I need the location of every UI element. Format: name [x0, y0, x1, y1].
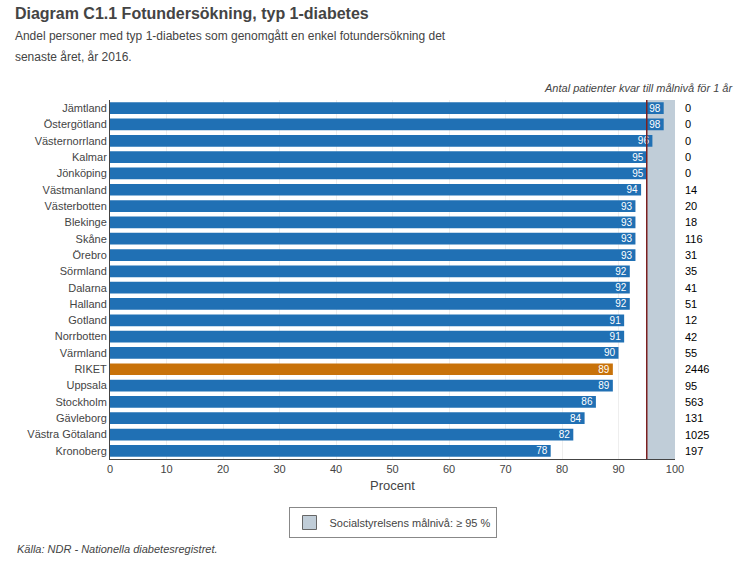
- svg-text:RIKET: RIKET: [74, 363, 107, 375]
- svg-text:86: 86: [581, 396, 593, 407]
- svg-text:Västerbotten: Västerbotten: [44, 200, 106, 212]
- svg-text:90: 90: [604, 347, 616, 358]
- svg-text:40: 40: [330, 463, 342, 475]
- svg-text:Kronoberg: Kronoberg: [55, 445, 106, 457]
- svg-text:92: 92: [615, 282, 627, 293]
- svg-text:Dalarna: Dalarna: [68, 282, 107, 294]
- svg-text:92: 92: [615, 298, 627, 309]
- svg-text:Procent: Procent: [370, 478, 415, 493]
- svg-text:93: 93: [621, 217, 633, 228]
- svg-text:Blekinge: Blekinge: [65, 216, 107, 228]
- svg-text:35: 35: [685, 265, 697, 277]
- svg-text:Sörmland: Sörmland: [60, 265, 107, 277]
- svg-text:Jämtland: Jämtland: [62, 102, 107, 114]
- svg-text:93: 93: [621, 250, 633, 261]
- svg-text:Stockholm: Stockholm: [55, 396, 106, 408]
- svg-text:98: 98: [649, 103, 661, 114]
- svg-text:116: 116: [685, 233, 703, 245]
- svg-text:Gotland: Gotland: [68, 314, 107, 326]
- svg-text:12: 12: [685, 314, 697, 326]
- svg-text:Östergötland: Östergötland: [44, 118, 107, 130]
- svg-text:98: 98: [649, 119, 661, 130]
- svg-text:95: 95: [685, 380, 697, 392]
- svg-text:563: 563: [685, 396, 703, 408]
- svg-text:91: 91: [610, 331, 622, 342]
- svg-text:60: 60: [443, 463, 455, 475]
- svg-text:82: 82: [559, 429, 571, 440]
- svg-text:0: 0: [685, 102, 691, 114]
- svg-text:Västra Götaland: Västra Götaland: [27, 428, 107, 440]
- svg-text:20: 20: [217, 463, 229, 475]
- svg-text:18: 18: [685, 216, 697, 228]
- svg-text:1025: 1025: [685, 429, 709, 441]
- svg-text:0: 0: [107, 463, 113, 475]
- svg-text:0: 0: [685, 135, 691, 147]
- svg-text:Socialstyrelsens målnivå: ≥ 95: Socialstyrelsens målnivå: ≥ 95 %: [330, 517, 491, 529]
- svg-text:131: 131: [685, 412, 703, 424]
- svg-text:197: 197: [685, 445, 703, 457]
- svg-text:10: 10: [160, 463, 172, 475]
- svg-text:Skåne: Skåne: [76, 233, 107, 245]
- svg-text:0: 0: [685, 167, 691, 179]
- svg-text:Källa: NDR - Nationella diabet: Källa: NDR - Nationella diabetesregistre…: [17, 543, 218, 555]
- svg-text:14: 14: [685, 184, 697, 196]
- svg-text:51: 51: [685, 298, 697, 310]
- svg-text:89: 89: [598, 380, 610, 391]
- svg-text:Örebro: Örebro: [73, 249, 107, 261]
- svg-text:0: 0: [685, 151, 691, 163]
- svg-text:20: 20: [685, 200, 697, 212]
- svg-text:Diagram C1.1 Fotundersökning,: Diagram C1.1 Fotundersökning, typ 1-diab…: [15, 5, 446, 64]
- svg-text:89: 89: [598, 364, 610, 375]
- svg-text:41: 41: [685, 282, 697, 294]
- svg-text:Halland: Halland: [69, 298, 106, 310]
- svg-text:Västmanland: Västmanland: [43, 184, 107, 196]
- svg-text:100: 100: [666, 463, 684, 475]
- svg-text:96: 96: [638, 135, 650, 146]
- svg-text:Gävleborg: Gävleborg: [56, 412, 107, 424]
- svg-text:91: 91: [610, 315, 622, 326]
- svg-text:Västernorrland: Västernorrland: [35, 135, 107, 147]
- svg-text:94: 94: [627, 184, 639, 195]
- svg-text:84: 84: [570, 413, 582, 424]
- svg-text:95: 95: [632, 168, 644, 179]
- svg-text:92: 92: [615, 266, 627, 277]
- svg-text:70: 70: [499, 463, 511, 475]
- svg-text:78: 78: [536, 445, 548, 456]
- svg-text:31: 31: [685, 249, 697, 261]
- svg-text:0: 0: [685, 118, 691, 130]
- svg-text:2446: 2446: [685, 363, 709, 375]
- svg-text:30: 30: [273, 463, 285, 475]
- svg-text:42: 42: [685, 331, 697, 343]
- svg-text:Kalmar: Kalmar: [72, 151, 107, 163]
- svg-text:55: 55: [685, 347, 697, 359]
- svg-text:Uppsala: Uppsala: [66, 379, 107, 391]
- svg-text:Antal patienter kvar till måln: Antal patienter kvar till målnivå för 1 …: [544, 82, 733, 94]
- svg-text:90: 90: [612, 463, 624, 475]
- svg-text:80: 80: [556, 463, 568, 475]
- svg-text:Norrbotten: Norrbotten: [55, 330, 107, 342]
- svg-text:95: 95: [632, 152, 644, 163]
- svg-text:93: 93: [621, 233, 633, 244]
- svg-text:50: 50: [386, 463, 398, 475]
- svg-text:Jönköping: Jönköping: [57, 167, 107, 179]
- svg-text:93: 93: [621, 201, 633, 212]
- svg-text:Värmland: Värmland: [60, 347, 107, 359]
